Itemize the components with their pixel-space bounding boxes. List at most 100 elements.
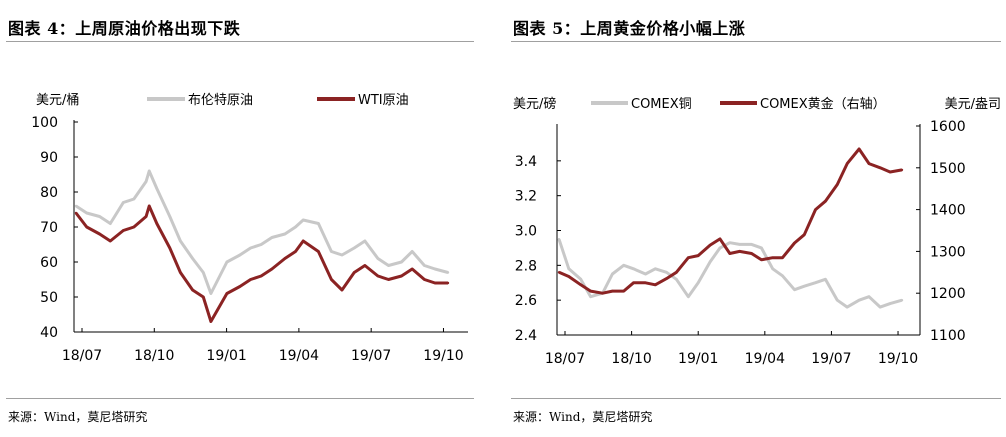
data-point [771,256,774,259]
data-point [760,246,763,250]
y-tick-label: 60 [40,255,58,271]
data-point [85,211,88,215]
data-point [589,289,592,293]
data-point [168,215,171,218]
source-rule [6,398,474,399]
data-point [423,264,426,267]
data-point [718,237,722,241]
data-point [879,166,882,169]
data-point [330,250,333,253]
data-point [387,278,390,281]
data-point [400,260,403,264]
legend-label: WTI原油 [358,93,409,108]
data-point [132,197,136,201]
y-tick-label: 40 [40,325,58,341]
data-point [74,204,78,208]
data-point [611,272,614,276]
data-point [750,243,753,246]
y-tick-label-left: 3.0 [515,224,537,240]
data-point [283,232,287,236]
data-point [301,239,305,243]
data-point [644,272,647,276]
data-point [687,256,690,259]
y-tick-label-right: 1100 [930,328,966,344]
y-tick-label: 100 [31,115,58,131]
data-point [238,285,242,288]
series-line [558,147,903,295]
data-point [179,271,182,274]
data-point [387,264,390,267]
legend-label: COMEX黄金（右轴） [760,96,886,112]
y-axis-label-right: 美元/盎司 [945,97,1001,112]
data-point [665,277,668,280]
data-point [675,278,678,281]
x-tick-label: 18/07 [62,348,102,364]
y-tick-label-right: 1200 [930,286,966,302]
data-point [168,246,171,250]
x-tick-label: 19/07 [811,351,851,367]
data-point [814,208,817,211]
data-point [317,222,320,225]
data-point [814,281,817,284]
data-point [632,267,635,271]
data-point [888,170,892,174]
y-axis-label: 美元/桶 [36,93,79,108]
data-point [824,200,827,203]
y-tick-label: 50 [40,290,58,306]
data-point [750,252,753,255]
data-point [225,260,229,264]
data-point [433,267,437,271]
y-tick-label-right: 1300 [930,244,966,260]
data-point [557,271,561,274]
y-tick-label: 80 [40,185,58,201]
data-point [601,292,604,295]
data-point [687,295,690,298]
data-point [122,229,125,232]
data-point [857,147,861,151]
data-point [202,295,205,299]
chart-panel-right: 图表 5：上周黄金价格小幅上涨 美元/磅 美元/盎司 COMEX铜 COMEX黄金（右… [505,0,1006,437]
data-point [353,271,356,274]
data-point [179,239,182,243]
data-point [632,281,635,284]
data-point [622,289,625,293]
data-point [696,281,700,284]
y-tick-label-left: 2.6 [515,293,537,309]
data-point [109,222,112,225]
data-point [433,281,437,285]
chart-title: 图表 5：上周黄金价格小幅上涨 [513,19,746,38]
series-line [557,238,903,309]
data-point [579,283,582,287]
data-point [191,288,194,292]
data-point [446,271,450,274]
data-point [353,246,356,250]
data-point [294,250,297,253]
source-note: 来源：Wind，莫尼塔研究 [8,410,148,424]
data-point [376,257,380,260]
series-line [74,204,448,323]
x-tick-label: 19/10 [878,351,918,367]
data-point [718,246,722,250]
data-point [98,215,101,218]
source-note: 来源：Wind，莫尼塔研究 [513,410,653,424]
data-point [330,278,333,281]
data-point [611,289,614,293]
data-point [400,274,403,278]
data-point [249,246,252,250]
data-point [738,243,741,246]
data-point [155,222,159,225]
data-point [589,295,592,298]
data-point [857,298,861,302]
data-point [654,267,657,271]
data-point [317,250,320,253]
data-point [644,281,647,284]
data-point [900,168,904,172]
y-tick-label-left: 3.2 [515,189,537,205]
data-point [771,267,774,271]
data-point [209,320,213,323]
x-tick-label: 19/04 [279,348,319,364]
title-rule [6,41,474,42]
data-point [155,187,159,190]
data-point [654,283,657,287]
data-point [376,274,380,278]
